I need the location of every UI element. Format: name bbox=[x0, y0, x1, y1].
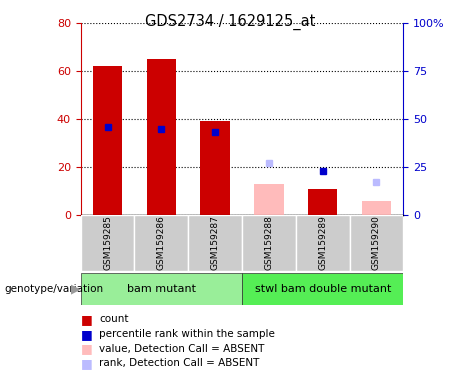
Bar bbox=[254, 184, 284, 215]
Bar bbox=[242, 215, 296, 271]
Text: stwl bam double mutant: stwl bam double mutant bbox=[254, 284, 391, 294]
Text: GSM159288: GSM159288 bbox=[265, 215, 273, 270]
Text: genotype/variation: genotype/variation bbox=[5, 284, 104, 294]
Text: GSM159287: GSM159287 bbox=[211, 215, 219, 270]
Text: ▶: ▶ bbox=[71, 282, 81, 295]
Text: ■: ■ bbox=[81, 313, 92, 326]
Text: percentile rank within the sample: percentile rank within the sample bbox=[99, 329, 275, 339]
Text: GSM159290: GSM159290 bbox=[372, 215, 381, 270]
Bar bbox=[362, 200, 391, 215]
Bar bbox=[349, 215, 403, 271]
Text: GSM159285: GSM159285 bbox=[103, 215, 112, 270]
Text: count: count bbox=[99, 314, 129, 324]
Bar bbox=[135, 215, 188, 271]
Bar bbox=[308, 189, 337, 215]
Text: GSM159286: GSM159286 bbox=[157, 215, 166, 270]
Text: GDS2734 / 1629125_at: GDS2734 / 1629125_at bbox=[145, 13, 316, 30]
Bar bbox=[296, 215, 349, 271]
Bar bbox=[147, 59, 176, 215]
Bar bbox=[93, 66, 122, 215]
Text: GSM159289: GSM159289 bbox=[318, 215, 327, 270]
Text: ■: ■ bbox=[81, 357, 92, 370]
Text: ■: ■ bbox=[81, 328, 92, 341]
Text: rank, Detection Call = ABSENT: rank, Detection Call = ABSENT bbox=[99, 358, 260, 368]
Bar bbox=[81, 215, 135, 271]
Text: ■: ■ bbox=[81, 342, 92, 355]
Bar bbox=[188, 215, 242, 271]
Bar bbox=[81, 273, 242, 305]
Text: value, Detection Call = ABSENT: value, Detection Call = ABSENT bbox=[99, 344, 265, 354]
Text: bam mutant: bam mutant bbox=[127, 284, 196, 294]
Bar bbox=[201, 121, 230, 215]
Bar bbox=[242, 273, 403, 305]
